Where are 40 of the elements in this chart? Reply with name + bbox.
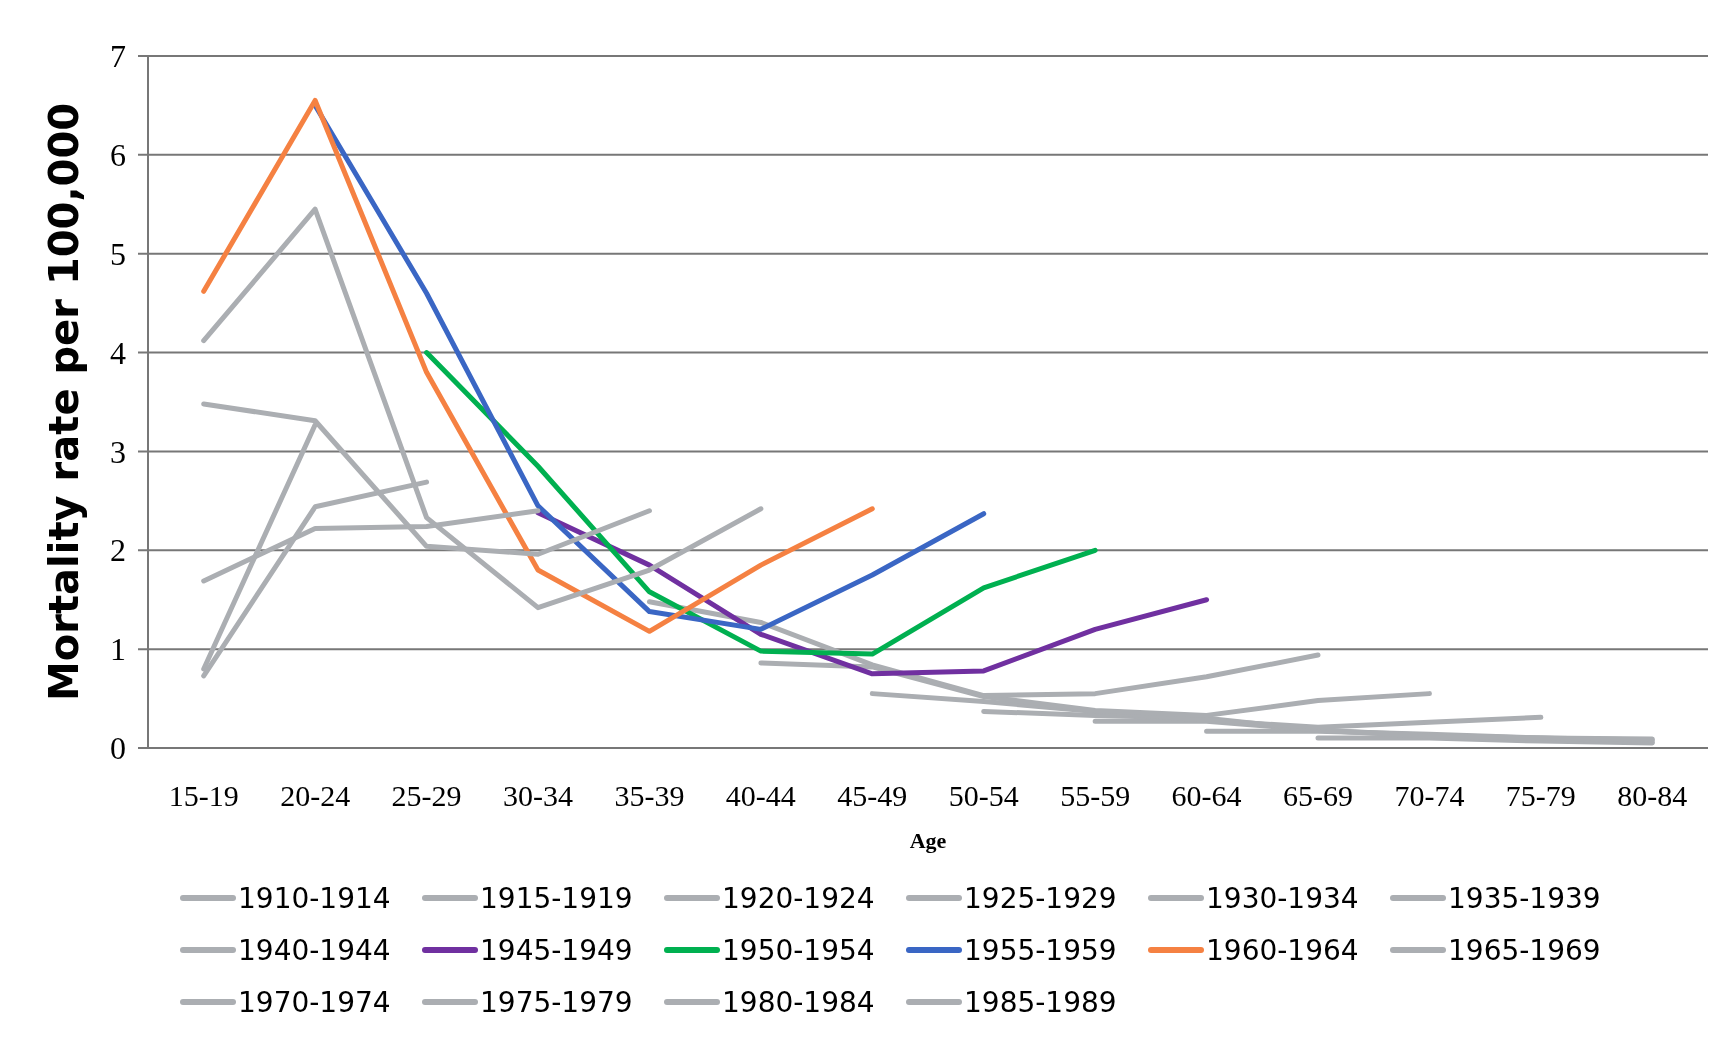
x-tick-label: 25-29 bbox=[391, 779, 462, 812]
x-tick-label: 60-64 bbox=[1171, 779, 1242, 812]
x-tick-label: 50-54 bbox=[948, 779, 1019, 812]
legend-label: 1950-1954 bbox=[722, 933, 875, 967]
x-tick-label: 40-44 bbox=[725, 779, 796, 812]
x-tick-label: 65-69 bbox=[1283, 779, 1353, 812]
x-tick-label: 80-84 bbox=[1617, 779, 1688, 812]
x-tick-label: 55-59 bbox=[1060, 779, 1131, 812]
y-tick-label: 0 bbox=[110, 730, 126, 767]
x-tick-label: 70-74 bbox=[1394, 779, 1465, 812]
x-tick-label: 15-19 bbox=[168, 779, 239, 812]
legend-label: 1945-1949 bbox=[480, 933, 633, 967]
legend-label: 1975-1979 bbox=[480, 985, 633, 1019]
y-tick-label: 1 bbox=[110, 631, 126, 668]
x-tick-label: 20-24 bbox=[280, 779, 351, 812]
legend-label: 1985-1989 bbox=[964, 985, 1117, 1019]
y-tick-label: 2 bbox=[110, 532, 126, 569]
x-tick-label: 45-49 bbox=[837, 779, 908, 812]
x-tick-label: 75-79 bbox=[1505, 779, 1576, 812]
legend-label: 1955-1959 bbox=[964, 933, 1117, 967]
y-tick-label: 3 bbox=[110, 433, 126, 470]
legend-label: 1925-1929 bbox=[964, 881, 1117, 915]
x-tick-label: 35-39 bbox=[614, 779, 685, 812]
x-axis-title: Age bbox=[909, 828, 947, 853]
y-axis-title: Mortality rate per 100,000 bbox=[41, 102, 87, 702]
legend-label: 1920-1924 bbox=[722, 881, 875, 915]
legend-label: 1930-1934 bbox=[1206, 881, 1359, 915]
y-tick-label: 4 bbox=[110, 334, 126, 371]
legend-label: 1935-1939 bbox=[1448, 881, 1601, 915]
y-tick-label: 7 bbox=[110, 38, 126, 75]
y-tick-label: 5 bbox=[110, 235, 126, 272]
legend-label: 1940-1944 bbox=[238, 933, 391, 967]
y-tick-label: 6 bbox=[110, 137, 126, 174]
legend-label: 1965-1969 bbox=[1448, 933, 1601, 967]
legend-label: 1970-1974 bbox=[238, 985, 391, 1019]
legend-label: 1910-1914 bbox=[238, 881, 391, 915]
legend-label: 1915-1919 bbox=[480, 881, 633, 915]
legend-label: 1980-1984 bbox=[722, 985, 875, 1019]
x-tick-label: 30-34 bbox=[503, 779, 573, 812]
legend-label: 1960-1964 bbox=[1206, 933, 1359, 967]
